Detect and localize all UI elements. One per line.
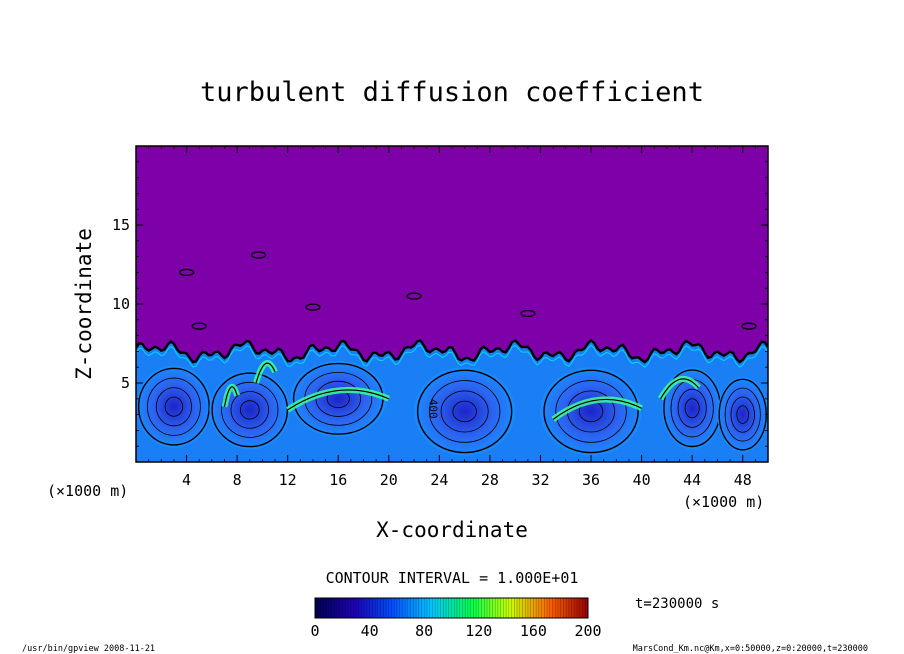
x-axis: 4 8 12 16 20 24 28 32 36 40 44 48 xyxy=(148,146,756,489)
x-tick-label: 16 xyxy=(329,471,347,489)
contour-line xyxy=(155,387,192,427)
contour-blob xyxy=(741,322,757,330)
contour-blob xyxy=(250,251,267,259)
x-tick-label: 8 xyxy=(233,471,242,489)
colorbar-tick-label: 160 xyxy=(520,622,547,640)
x-tick-label: 48 xyxy=(734,471,752,489)
contour-line xyxy=(147,377,201,436)
contour-line xyxy=(440,390,489,433)
contour-line xyxy=(684,398,700,419)
contour-blob xyxy=(191,322,207,330)
y-tick-label: 5 xyxy=(121,374,130,392)
contour-line xyxy=(552,398,642,420)
contour-value-label: 400 xyxy=(426,399,439,419)
x-tick-label: 28 xyxy=(481,471,499,489)
contour-line xyxy=(677,388,707,428)
colorbar-tick-label: 120 xyxy=(465,622,492,640)
x-tick-label: 40 xyxy=(633,471,651,489)
y-axis-label: Z-coordinate xyxy=(72,228,96,380)
contour-line xyxy=(543,369,639,454)
contour-blob xyxy=(178,268,195,277)
x-axis-label: X-coordinate xyxy=(376,518,528,542)
contour-line xyxy=(452,400,477,423)
colorbar-tick-label: 40 xyxy=(361,622,379,640)
x-tick-label: 4 xyxy=(182,471,191,489)
footer-left: /usr/bin/gpview 2008-11-21 xyxy=(22,644,155,654)
contour-line xyxy=(555,380,627,443)
x-tick-label: 36 xyxy=(582,471,600,489)
contour-line xyxy=(730,396,755,433)
plot-area: 400 xyxy=(135,145,769,463)
contour-line xyxy=(221,381,279,438)
time-label: t=230000 s xyxy=(635,596,719,612)
contour-line xyxy=(736,405,749,424)
eddy-region xyxy=(540,367,642,456)
chart-title: turbulent diffusion coefficient xyxy=(200,77,704,108)
contour-line xyxy=(724,387,761,442)
y-tick-label: 15 xyxy=(112,216,130,234)
colorbar: 0 40 80 120 160 200 xyxy=(310,597,602,640)
x-tick-label: 32 xyxy=(531,471,549,489)
contour-line xyxy=(211,372,289,448)
y-axis: 5 10 15 xyxy=(112,161,768,447)
mixed-layer-top-contour xyxy=(136,338,768,364)
y-tick-label: 10 xyxy=(112,295,130,313)
x-tick-label: 24 xyxy=(430,471,448,489)
y-unit-label: (×1000 m) xyxy=(47,482,128,500)
colorbar-tick-label: 0 xyxy=(310,622,319,640)
x-tick-label: 12 xyxy=(279,471,297,489)
contour-blob xyxy=(520,309,536,318)
x-unit-label: (×1000 m) xyxy=(683,493,764,511)
contour-line xyxy=(136,344,768,368)
x-tick-label: 44 xyxy=(683,471,701,489)
contour-interval-label: CONTOUR INTERVAL = 1.000E+01 xyxy=(326,569,579,587)
x-tick-label: 20 xyxy=(380,471,398,489)
contour-line xyxy=(239,400,260,420)
contour-line xyxy=(416,369,513,454)
eddy-region xyxy=(414,367,516,456)
contour-blob xyxy=(406,292,422,300)
contour-line xyxy=(230,391,269,429)
contour-line xyxy=(660,378,699,400)
contour-line xyxy=(255,362,276,384)
contour-line xyxy=(428,380,501,443)
contour-line xyxy=(164,396,184,417)
contour-blob xyxy=(305,303,321,311)
footer-right: MarsCond_Km.nc@Km,x=0:50000,z=0:20000,t=… xyxy=(633,644,868,654)
contour-line xyxy=(223,386,238,407)
contour-line xyxy=(137,367,210,446)
colorbar-tick-label: 80 xyxy=(415,622,433,640)
contour-line xyxy=(287,389,390,411)
colorbar-tick-label: 200 xyxy=(574,622,601,640)
